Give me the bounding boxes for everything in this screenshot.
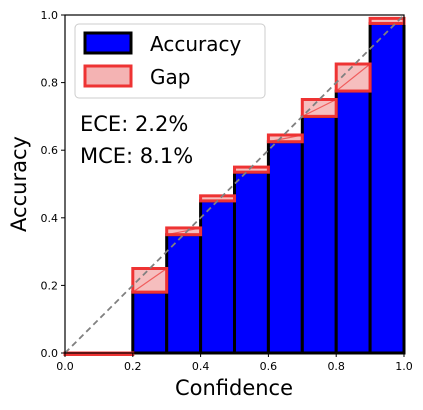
ece-annotation: ECE: 2.2%	[80, 112, 188, 136]
accuracy-bar	[300, 114, 338, 355]
y-tick-label: 0.8	[41, 77, 59, 90]
y-tick-label: 0.0	[41, 347, 59, 360]
accuracy-bar	[233, 170, 270, 355]
legend-swatch-gap	[83, 64, 133, 88]
y-tick-label: 0.6	[41, 144, 59, 157]
mce-annotation: MCE: 8.1%	[80, 144, 193, 168]
accuracy-bar	[334, 89, 372, 355]
gap-hatch	[166, 227, 201, 236]
accuracy-bar	[266, 140, 304, 355]
y-tick-label: 0.2	[41, 279, 59, 292]
y-tick-label: 0.4	[41, 212, 59, 225]
gap-hatch	[302, 98, 337, 117]
legend-label-gap: Gap	[150, 65, 190, 89]
x-tick-label: 0.0	[56, 360, 74, 373]
x-tick-label: 0.2	[124, 360, 142, 373]
legend: Accuracy Gap	[74, 23, 266, 99]
gap-hatch	[132, 268, 168, 293]
x-tick-label: 1.0	[395, 360, 413, 373]
legend-label-accuracy: Accuracy	[150, 32, 241, 56]
gap-hatch	[335, 63, 371, 92]
legend-swatch-accuracy	[83, 31, 133, 55]
accuracy-bar	[199, 199, 237, 355]
y-axis-title: Accuracy	[7, 136, 31, 232]
x-tick-label: 0.6	[260, 360, 278, 373]
x-axis-title: Confidence	[175, 376, 293, 400]
ticks-layer: 0.0 0.2 0.4 0.6 0.8 1.0 0.0 0.2 0.4 0.6 0.8 1.0	[41, 9, 413, 373]
x-tick-label: 0.8	[327, 360, 345, 373]
y-tick-label: 1.0	[41, 9, 59, 22]
gap-hatch	[268, 134, 303, 143]
plot-frame	[64, 14, 405, 354]
accuracy-bar	[131, 290, 169, 355]
accuracy-bar	[165, 233, 203, 355]
x-tick-label: 0.4	[192, 360, 210, 373]
accuracy-bar	[368, 21, 406, 355]
